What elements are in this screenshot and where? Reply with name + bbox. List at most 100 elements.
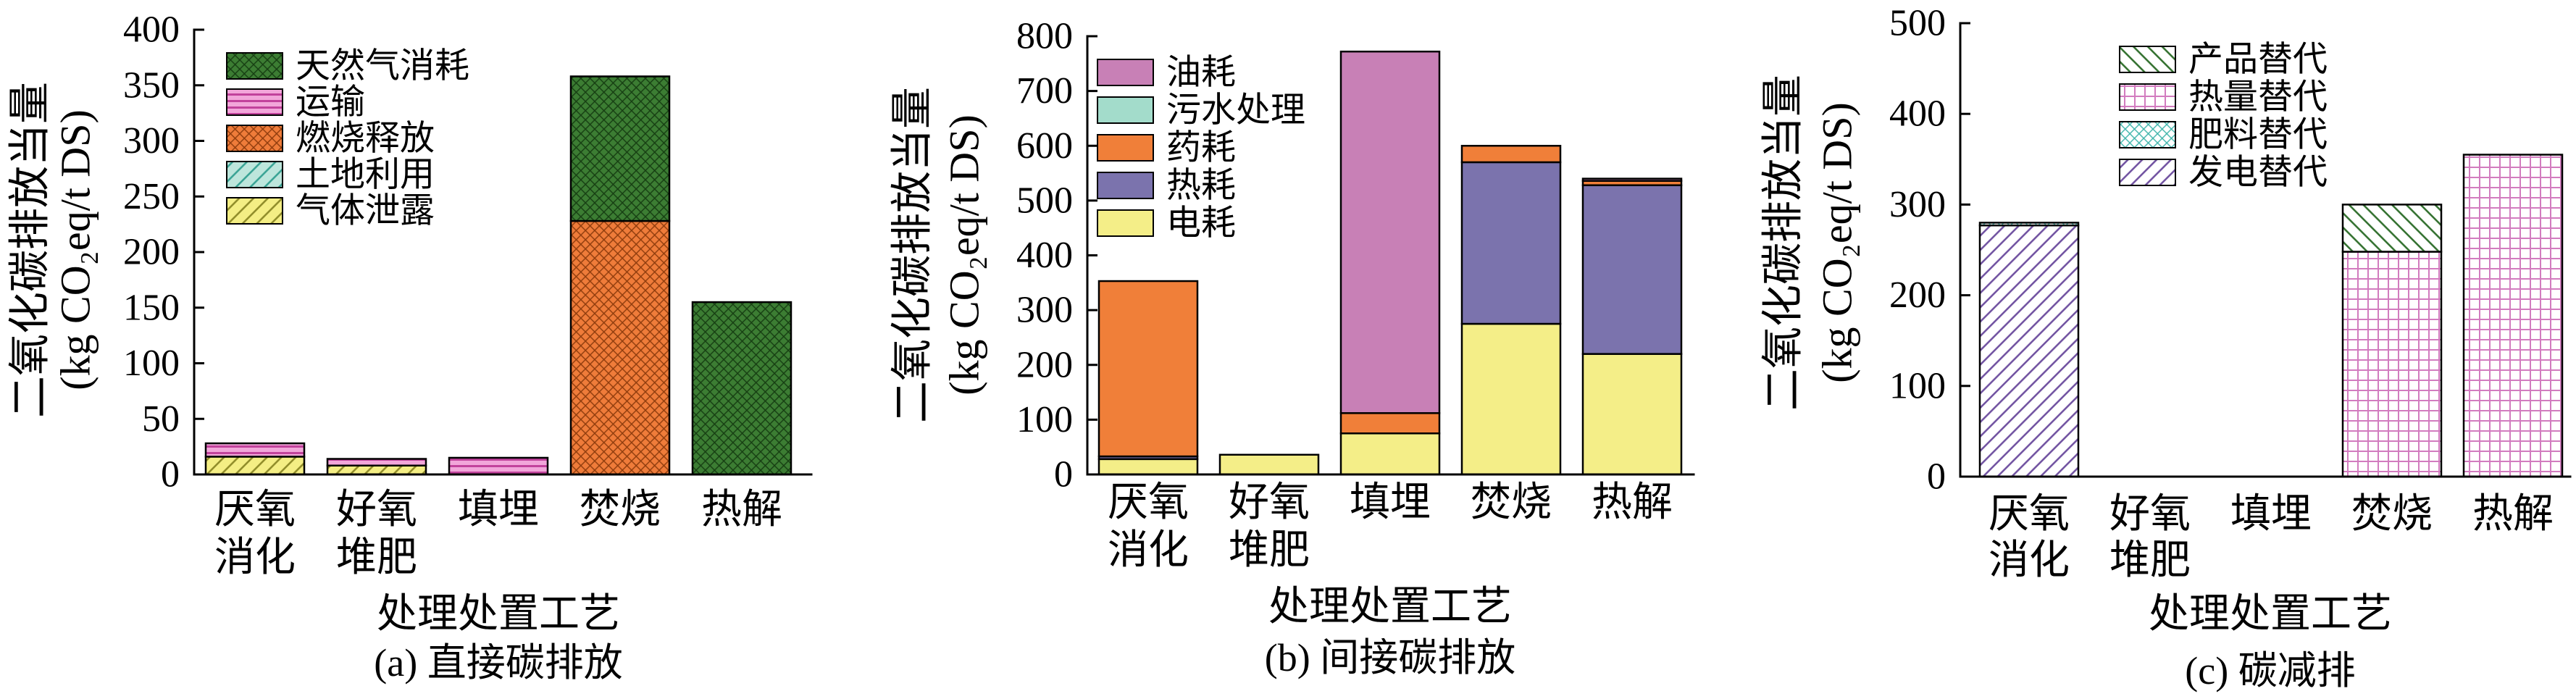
panel-a-legend-swatch (226, 52, 283, 80)
panel-a-ytick-label: 150 (123, 287, 180, 328)
panel-c-ytick-label: 200 (1889, 275, 1946, 316)
panel-a-caption: (a) 直接碳排放 (374, 641, 622, 685)
panel-b-category-label: 焚烧 (1471, 480, 1552, 525)
panel-c-category-label: 热解 (2472, 492, 2554, 537)
panel-c-ytick-label: 0 (1927, 456, 1946, 498)
panel-c-legend-item: 发电替代 (2119, 154, 2328, 192)
panel-a-bar-4-segment-3 (569, 219, 671, 476)
panel-c-bar-1-segment-3 (1978, 222, 2080, 227)
panel-c-ytick-label: 300 (1889, 184, 1946, 225)
panel-a-legend-label: 气体泄露 (296, 192, 435, 230)
panel-c-xlabel: 处理处置工艺 (2149, 592, 2392, 637)
panel-b-bar-3-segment-1 (1339, 50, 1441, 414)
panel-c-category-label: 好氧 (2109, 492, 2191, 537)
panel-b-legend-swatch (1097, 172, 1154, 199)
panel-a-ytick-label: 350 (123, 64, 180, 106)
panel-c-legend-label: 热量替代 (2188, 78, 2328, 117)
panel-b-category-label: 填埋 (1350, 480, 1431, 525)
panel-c-legend-swatch (2119, 83, 2176, 111)
panel-b-bar-4-segment-5 (1460, 322, 1562, 476)
panel-b-category-label: 热解 (1592, 480, 1673, 525)
panel-c-bars (1978, 154, 2564, 478)
panel-a-category-label: 堆肥 (336, 535, 417, 580)
panel-b-bar-5-segment-1 (1581, 177, 1683, 182)
panel-b-legend-label: 热耗 (1166, 167, 1236, 205)
panel-c-legend-swatch (2119, 159, 2176, 186)
panel-c-legend-swatch (2119, 46, 2176, 73)
panel-a-bar-2-segment-5 (326, 464, 427, 476)
panel-b-category-label: 厌氧 (1108, 480, 1189, 525)
panel-a-legend-label: 天然气消耗 (296, 47, 469, 85)
panel-a-ytick-label: 400 (123, 9, 180, 51)
panel-b-bars (1097, 50, 1683, 476)
panel-a-bar-5-segment-1 (691, 301, 793, 476)
panel-c-ytick-label: 400 (1889, 93, 1946, 135)
panel-a-xlabel: 处理处置工艺 (377, 592, 620, 637)
panel-b-legend-swatch (1097, 96, 1154, 124)
panel-b-legend-swatch (1097, 59, 1154, 86)
panel-c-category-label: 填埋 (2230, 492, 2312, 537)
panel-c-legend-label: 肥料替代 (2188, 116, 2328, 154)
panel-a-legend-item: 气体泄露 (226, 192, 435, 230)
panel-c-caption: (c) 碳减排 (2185, 649, 2355, 692)
panel-c-category-label: 消化 (1989, 538, 2070, 583)
panel-a-legend-item: 天然气消耗 (226, 47, 469, 85)
panel-a-ylabel: 二氧化碳排放当量 (7, 82, 54, 418)
panel-a-ytick-label: 100 (123, 343, 180, 384)
panel-a-bar-2-segment-2 (326, 458, 427, 466)
panel-b-legend-item: 油耗 (1097, 54, 1236, 92)
panel-b-caption: (b) 间接碳排放 (1265, 636, 1515, 679)
panel-b-ytick-label: 300 (1016, 290, 1073, 331)
panel-a-bar-4-segment-1 (569, 75, 671, 222)
panel-b-ytick-label: 0 (1054, 454, 1073, 495)
panel-c-ytick-label: 500 (1889, 3, 1946, 44)
panel-c-legend-item: 热量替代 (2119, 78, 2328, 117)
panel-a-legend-label: 燃烧释放 (296, 120, 435, 158)
panel-c-legend-label: 产品替代 (2188, 41, 2328, 79)
panel-c-legend-swatch (2119, 121, 2176, 148)
panel-a-ytick-label: 200 (123, 232, 180, 273)
panel-c-bar-1-segment-4 (1978, 224, 2080, 478)
panel-b-bar-3-segment-3 (1339, 412, 1441, 435)
panel-a-legend-label: 土地利用 (296, 156, 435, 194)
panel-b-bar-4-segment-4 (1460, 161, 1562, 325)
panel-a-bar-1-segment-2 (204, 442, 306, 458)
panel-c-bar-4-segment-2 (2341, 251, 2443, 478)
panel-a-ylabel: (kg CO₂eq/t DS) (52, 109, 99, 390)
panel-c-category-label: 厌氧 (1989, 492, 2070, 537)
panel-b-legend-item: 电耗 (1097, 204, 1236, 243)
panel-b-legend-swatch (1097, 209, 1154, 237)
panel-b-bar-1-segment-3 (1097, 280, 1199, 458)
panel-b-category-label: 堆肥 (1229, 528, 1310, 573)
panel-a-legend-swatch (226, 88, 283, 116)
panel-c-ytick-label: 100 (1889, 365, 1946, 406)
panel-b-bar-4-segment-3 (1460, 145, 1562, 164)
panel-c-legend-item: 肥料替代 (2119, 116, 2328, 154)
panel-a-category-label: 焚烧 (580, 487, 661, 532)
panel-b-ytick-label: 700 (1016, 70, 1073, 112)
panel-c-bar-5-segment-2 (2462, 154, 2564, 478)
panel-b-ytick-label: 200 (1016, 344, 1073, 385)
panel-c-category-label: 焚烧 (2351, 492, 2433, 537)
panel-b-bar-2-segment-5 (1218, 453, 1320, 476)
panel-b-ytick-label: 500 (1016, 180, 1073, 221)
panel-a-legend-swatch (226, 197, 283, 225)
panel-c-category-label: 堆肥 (2109, 538, 2191, 583)
panel-b-category-label: 消化 (1108, 528, 1189, 573)
panel-a-bar-3-segment-2 (448, 456, 549, 476)
panel-a-ytick-label: 0 (161, 454, 180, 495)
panel-b-ylabel: 二氧化碳排放当量 (889, 87, 936, 423)
panel-a-legend-swatch (226, 125, 283, 152)
panel-a-category-label: 消化 (214, 535, 296, 580)
panel-a-bar-1-segment-5 (204, 456, 306, 476)
panel-b-xlabel: 处理处置工艺 (1268, 585, 1512, 629)
panel-c-legend-item: 产品替代 (2119, 41, 2328, 79)
panel-a-bars (204, 75, 793, 476)
panel-b-legend-label: 油耗 (1166, 54, 1236, 92)
panel-b-category-label: 好氧 (1229, 480, 1310, 525)
